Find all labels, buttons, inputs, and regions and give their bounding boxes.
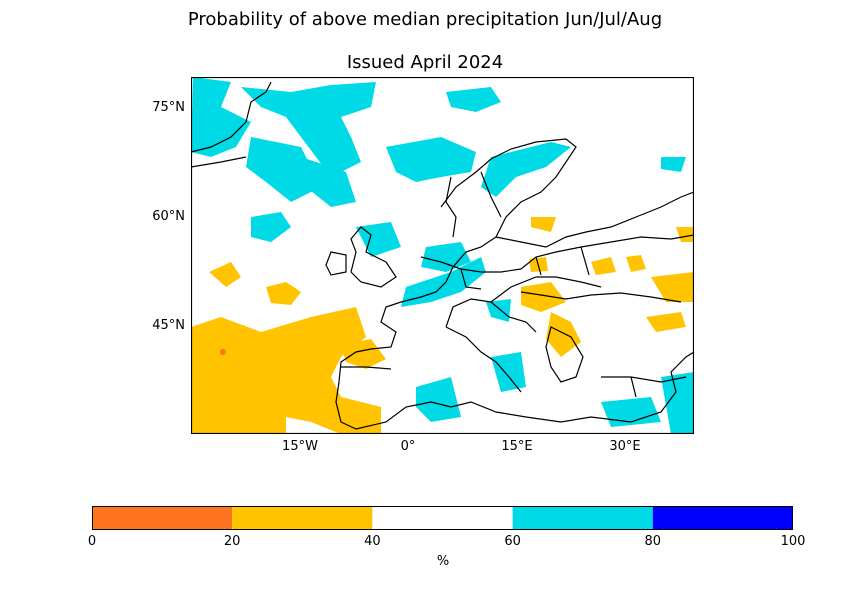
colorbar-bin-4 bbox=[652, 506, 793, 530]
colorbar-tick-80: 80 bbox=[644, 534, 662, 549]
orange-regions bbox=[191, 217, 694, 434]
colorbar-unit-label: % bbox=[436, 554, 450, 569]
colorbar bbox=[92, 506, 793, 530]
lon-label-15w: 15°W bbox=[282, 439, 318, 454]
colorbar-bin-1 bbox=[232, 506, 373, 530]
lon-label-0: 0° bbox=[400, 439, 416, 454]
chart-title: Probability of above median precipitatio… bbox=[187, 9, 663, 30]
lat-label-60n: 60°N bbox=[152, 209, 185, 224]
colorbar-tick-40: 40 bbox=[364, 534, 381, 549]
colorbar-tick-100: 100 bbox=[780, 534, 806, 549]
lon-label-15e: 15°E bbox=[501, 439, 533, 454]
country-borders bbox=[191, 81, 694, 430]
colorbar-bin-2 bbox=[372, 506, 513, 530]
forecast-map bbox=[191, 77, 694, 434]
chart-subtitle: Issued April 2024 bbox=[346, 52, 504, 73]
colorbar-tick-0: 0 bbox=[87, 534, 97, 549]
colorbar-bin-3 bbox=[512, 506, 653, 530]
colorbar-tick-60: 60 bbox=[504, 534, 521, 549]
map-border bbox=[191, 77, 694, 434]
colorbar-bin-0 bbox=[92, 506, 233, 530]
lon-label-30e: 30°E bbox=[609, 439, 641, 454]
colorbar-tick-20: 20 bbox=[223, 534, 241, 549]
lat-label-45n: 45°N bbox=[152, 318, 185, 333]
colorbar-outline bbox=[92, 506, 793, 530]
lat-label-75n: 75°N bbox=[152, 100, 185, 115]
orange-spot bbox=[220, 349, 226, 355]
